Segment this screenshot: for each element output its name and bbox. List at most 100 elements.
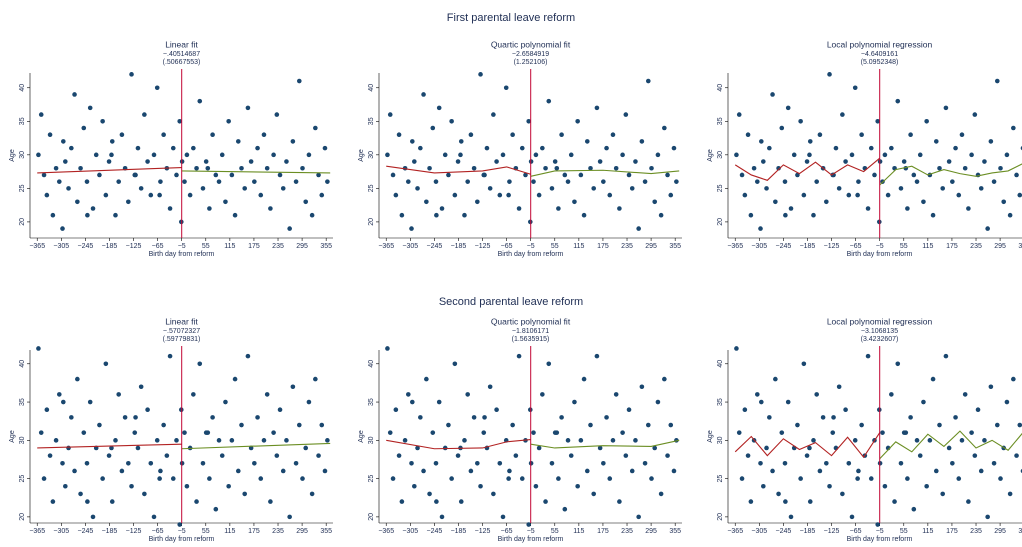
data-point (151, 152, 157, 158)
x-axis-label: Birth day from reform (847, 251, 913, 258)
data-point (56, 392, 62, 397)
x-tick-label: −185 (102, 528, 118, 535)
x-tick-label: 355 (669, 243, 681, 250)
data-point (633, 159, 638, 164)
data-point (191, 392, 196, 397)
data-point (633, 438, 638, 443)
x-tick-label: −65 (152, 528, 164, 535)
data-point (322, 145, 328, 151)
data-point (109, 499, 115, 504)
x-tick-label: −65 (501, 528, 513, 535)
data-point (210, 415, 215, 420)
data-point (113, 438, 118, 443)
data-point (584, 139, 590, 144)
data-point (53, 165, 59, 171)
data-point (908, 415, 913, 420)
data-point (309, 212, 315, 218)
data-point (751, 165, 757, 171)
data-point (745, 132, 751, 138)
data-point (898, 186, 904, 191)
data-point (1014, 453, 1019, 458)
data-point (836, 384, 842, 390)
data-point (182, 179, 187, 184)
data-point (1007, 212, 1013, 218)
data-point (742, 407, 748, 413)
data-point (846, 192, 852, 198)
data-point (138, 384, 144, 390)
data-point (921, 199, 926, 205)
data-point (36, 346, 41, 351)
data-point (1011, 376, 1016, 382)
data-point (69, 415, 74, 420)
standard-error: (3.4232607) (861, 336, 899, 343)
x-tick-label: 115 (224, 528, 235, 535)
panel-title: Linear fit (165, 39, 198, 49)
data-point (458, 499, 464, 504)
data-point (943, 353, 949, 359)
fit-line (37, 167, 182, 174)
data-point (442, 445, 448, 451)
data-point (484, 145, 490, 151)
data-point (252, 460, 257, 466)
x-tick-label: 55 (900, 528, 908, 535)
x-tick-label: −125 (126, 243, 142, 250)
data-point (575, 118, 580, 124)
estimate: −1.8106171 (512, 328, 549, 335)
x-tick-label: −245 (426, 528, 442, 535)
data-point (126, 460, 131, 466)
data-point (807, 139, 813, 144)
data-point (801, 192, 807, 198)
data-point (210, 132, 215, 138)
x-tick-label: 295 (296, 243, 308, 250)
fit-line (879, 163, 1022, 186)
x-tick-label: −5 (876, 528, 884, 535)
x-tick-label: 235 (621, 528, 633, 535)
data-point (313, 125, 318, 131)
data-point (66, 445, 71, 451)
y-axis-label: Age (707, 430, 714, 443)
data-point (478, 72, 483, 77)
figure-row-title: First parental leave reform (447, 12, 575, 24)
data-point (994, 422, 1000, 428)
y-tick-label: 35 (19, 117, 26, 125)
data-point (531, 179, 536, 184)
fit-line (734, 432, 881, 459)
data-point (216, 179, 222, 184)
data-point (734, 152, 739, 158)
data-point (93, 152, 99, 158)
data-point (135, 445, 141, 451)
data-point (649, 165, 654, 171)
data-point (194, 499, 199, 504)
data-point (44, 192, 50, 198)
data-point (119, 468, 125, 474)
data-point (405, 392, 411, 397)
data-point (882, 152, 888, 158)
data-point (126, 199, 131, 205)
data-point (116, 392, 121, 397)
data-point (568, 453, 574, 458)
data-point (798, 476, 803, 481)
data-point (194, 165, 199, 171)
data-point (982, 438, 987, 443)
data-point (439, 514, 445, 520)
data-point (393, 192, 399, 198)
data-point (393, 407, 399, 413)
data-point (754, 179, 760, 184)
data-point (734, 346, 739, 351)
data-point (106, 159, 112, 164)
x-tick-label: −365 (727, 528, 743, 535)
data-point (588, 165, 593, 171)
data-point (174, 438, 179, 443)
x-tick-label: −5 (178, 528, 186, 535)
data-point (859, 422, 864, 428)
data-point (572, 199, 577, 205)
data-point (319, 192, 325, 198)
y-tick-label: 40 (368, 84, 375, 92)
x-tick-label: −125 (475, 528, 491, 535)
data-point (975, 407, 981, 413)
data-point (239, 165, 244, 171)
data-point (319, 422, 325, 428)
data-point (943, 105, 949, 111)
data-point (911, 506, 917, 512)
data-point (290, 139, 296, 144)
